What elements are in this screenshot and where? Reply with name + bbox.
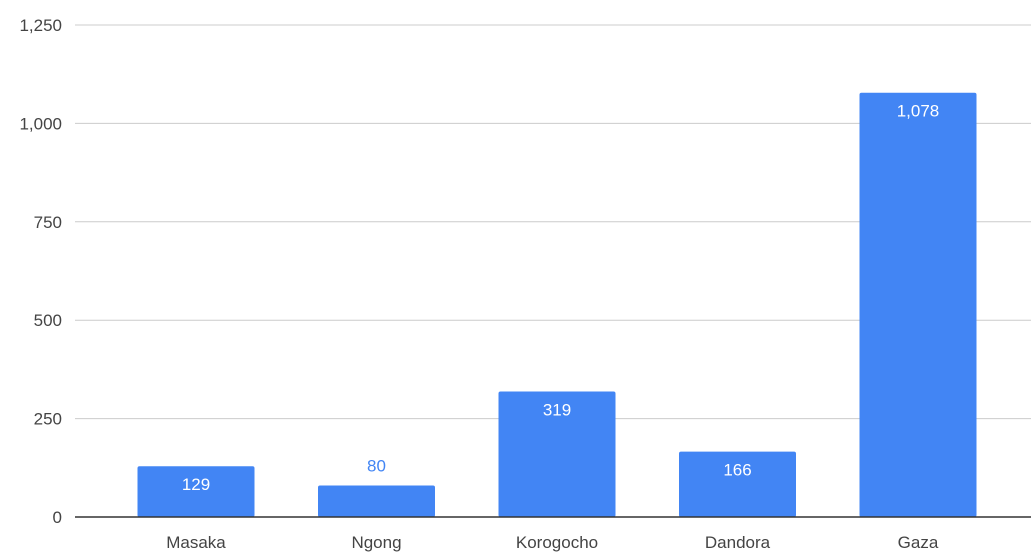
x-category-label: Ngong [351,533,401,552]
data-labels: 129 80 319 166 1,078 [182,102,939,495]
data-label: 80 [367,457,386,476]
x-category-label: Masaka [166,533,226,552]
y-axis-ticks: 0 250 500 750 1,000 1,250 [19,16,62,527]
x-category-label: Dandora [705,533,771,552]
x-category-label: Korogocho [516,533,598,552]
y-tick-label: 250 [34,410,62,429]
bar-gaza [859,92,977,517]
y-tick-label: 1,250 [19,16,62,35]
data-label: 129 [182,475,210,494]
x-category-label: Gaza [898,533,939,552]
data-label: 1,078 [897,102,940,121]
x-axis-categories: Masaka Ngong Korogocho Dandora Gaza [166,533,939,552]
y-tick-label: 1,000 [19,114,62,133]
bar-masaka [137,466,255,517]
y-tick-label: 0 [53,508,62,527]
y-tick-label: 750 [34,213,62,232]
bars [137,92,977,517]
bar-korogocho [498,391,616,517]
bar-dandora [679,451,796,517]
y-tick-label: 500 [34,311,62,330]
bar-ngong [318,485,435,517]
data-label: 319 [543,400,571,419]
data-label: 166 [723,461,751,480]
